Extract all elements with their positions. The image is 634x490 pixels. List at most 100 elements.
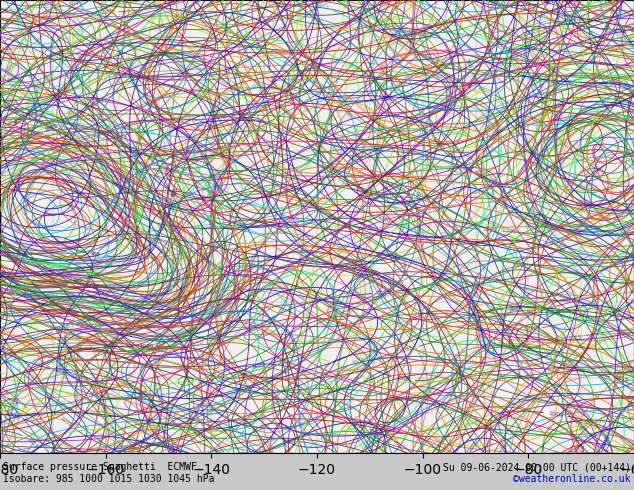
Text: Isobare: 985 1000 1015 1030 1045 hPa: Isobare: 985 1000 1015 1030 1045 hPa: [3, 474, 215, 485]
Text: 1015: 1015: [614, 375, 629, 383]
Text: 1015: 1015: [415, 191, 429, 202]
Text: 1030: 1030: [190, 340, 205, 348]
Text: 1000: 1000: [614, 233, 628, 241]
Text: 1030: 1030: [58, 416, 73, 428]
Text: 1000: 1000: [544, 163, 559, 172]
Text: 1015: 1015: [482, 227, 497, 233]
Text: 1030: 1030: [612, 28, 626, 34]
Text: 1000: 1000: [345, 61, 359, 73]
Text: 1015: 1015: [74, 296, 87, 302]
Text: Su 09-06-2024 00:00 UTC (00+144): Su 09-06-2024 00:00 UTC (00+144): [443, 463, 631, 472]
Text: ©weatheronline.co.uk: ©weatheronline.co.uk: [514, 474, 631, 485]
Text: 1015: 1015: [36, 408, 49, 414]
Text: 985: 985: [73, 277, 84, 285]
Text: 1000: 1000: [378, 96, 393, 102]
Text: 985: 985: [13, 116, 24, 127]
Text: 1000: 1000: [574, 70, 588, 77]
Text: 1000: 1000: [56, 324, 71, 333]
Text: 1030: 1030: [430, 137, 444, 149]
Text: 1030: 1030: [300, 337, 315, 347]
Text: 1015: 1015: [25, 437, 39, 450]
Text: 1015: 1015: [54, 367, 69, 375]
Text: 1015: 1015: [567, 334, 582, 342]
Text: 1030: 1030: [27, 325, 41, 335]
Text: 1045: 1045: [252, 448, 266, 454]
Text: 1000: 1000: [336, 243, 351, 253]
Text: 1000: 1000: [544, 355, 559, 364]
Text: 1015: 1015: [351, 421, 366, 430]
Text: 1015: 1015: [399, 345, 415, 354]
Text: 1000: 1000: [5, 411, 20, 419]
Text: 1015: 1015: [351, 255, 366, 265]
Text: 1030: 1030: [377, 215, 391, 224]
Text: 1045: 1045: [557, 25, 571, 34]
Text: 1015: 1015: [33, 388, 48, 392]
Text: 985: 985: [344, 110, 353, 122]
Text: 985: 985: [81, 144, 93, 150]
Text: 1015: 1015: [113, 133, 128, 142]
Text: 1000: 1000: [3, 95, 18, 106]
Text: 1015: 1015: [27, 89, 41, 98]
Text: 1015: 1015: [315, 1, 330, 11]
Text: 1015: 1015: [307, 225, 321, 231]
Text: 1015: 1015: [133, 351, 147, 359]
Text: 1015: 1015: [500, 306, 514, 319]
Text: 1030: 1030: [71, 24, 86, 37]
Text: 1030: 1030: [614, 398, 629, 407]
Text: 1015: 1015: [612, 31, 626, 45]
Text: 1000: 1000: [553, 306, 567, 312]
Text: 1030: 1030: [523, 326, 537, 332]
Text: 1015: 1015: [508, 307, 522, 313]
Text: 985: 985: [103, 261, 114, 268]
Text: 1015: 1015: [601, 434, 612, 448]
Text: 1015: 1015: [519, 296, 533, 307]
Text: 1000: 1000: [459, 161, 474, 172]
Text: 1030: 1030: [139, 344, 153, 349]
Text: 1000: 1000: [137, 391, 152, 400]
Text: 985: 985: [90, 251, 101, 258]
Text: 1015: 1015: [44, 122, 58, 133]
Text: 1030: 1030: [306, 126, 321, 137]
Text: 1030: 1030: [441, 232, 455, 237]
Text: 1015: 1015: [410, 255, 425, 265]
Text: 1015: 1015: [29, 410, 42, 423]
Text: 985: 985: [602, 23, 611, 35]
Text: 1000: 1000: [31, 435, 46, 442]
Text: 1000: 1000: [396, 375, 410, 383]
Text: 985: 985: [338, 0, 349, 8]
Text: 985: 985: [177, 15, 188, 21]
Text: 1030: 1030: [351, 358, 366, 367]
Text: 985: 985: [621, 79, 630, 91]
Text: 1030: 1030: [29, 80, 44, 90]
Text: 1030: 1030: [251, 362, 266, 370]
Text: 985: 985: [37, 233, 48, 240]
Text: 1030: 1030: [251, 81, 266, 90]
Text: 985: 985: [172, 186, 180, 197]
Text: 985: 985: [595, 140, 605, 145]
Text: 1015: 1015: [281, 437, 295, 443]
Text: 1030: 1030: [120, 61, 134, 73]
Text: 1000: 1000: [548, 411, 563, 417]
Text: 1000: 1000: [476, 85, 491, 95]
Text: 985: 985: [71, 278, 82, 285]
Text: 1015: 1015: [67, 107, 82, 117]
Text: 985: 985: [581, 229, 593, 236]
Text: 985: 985: [543, 0, 555, 6]
Text: 1015: 1015: [181, 423, 196, 431]
Text: 1015: 1015: [377, 289, 391, 295]
Text: 1030: 1030: [4, 61, 19, 73]
Text: 985: 985: [567, 157, 578, 168]
Text: 1000: 1000: [54, 263, 69, 270]
Text: 1000: 1000: [268, 75, 276, 90]
Text: 1000: 1000: [40, 106, 54, 119]
Text: 1015: 1015: [69, 0, 84, 6]
Text: 1000: 1000: [606, 5, 618, 20]
Text: 985: 985: [18, 138, 30, 147]
Text: 1030: 1030: [99, 10, 113, 16]
Text: 1045: 1045: [372, 294, 387, 302]
Text: 1000: 1000: [99, 311, 113, 318]
Text: 1000: 1000: [186, 45, 200, 51]
Text: 985: 985: [464, 58, 473, 70]
Text: 1000: 1000: [56, 167, 71, 174]
Text: 1015: 1015: [595, 70, 609, 78]
